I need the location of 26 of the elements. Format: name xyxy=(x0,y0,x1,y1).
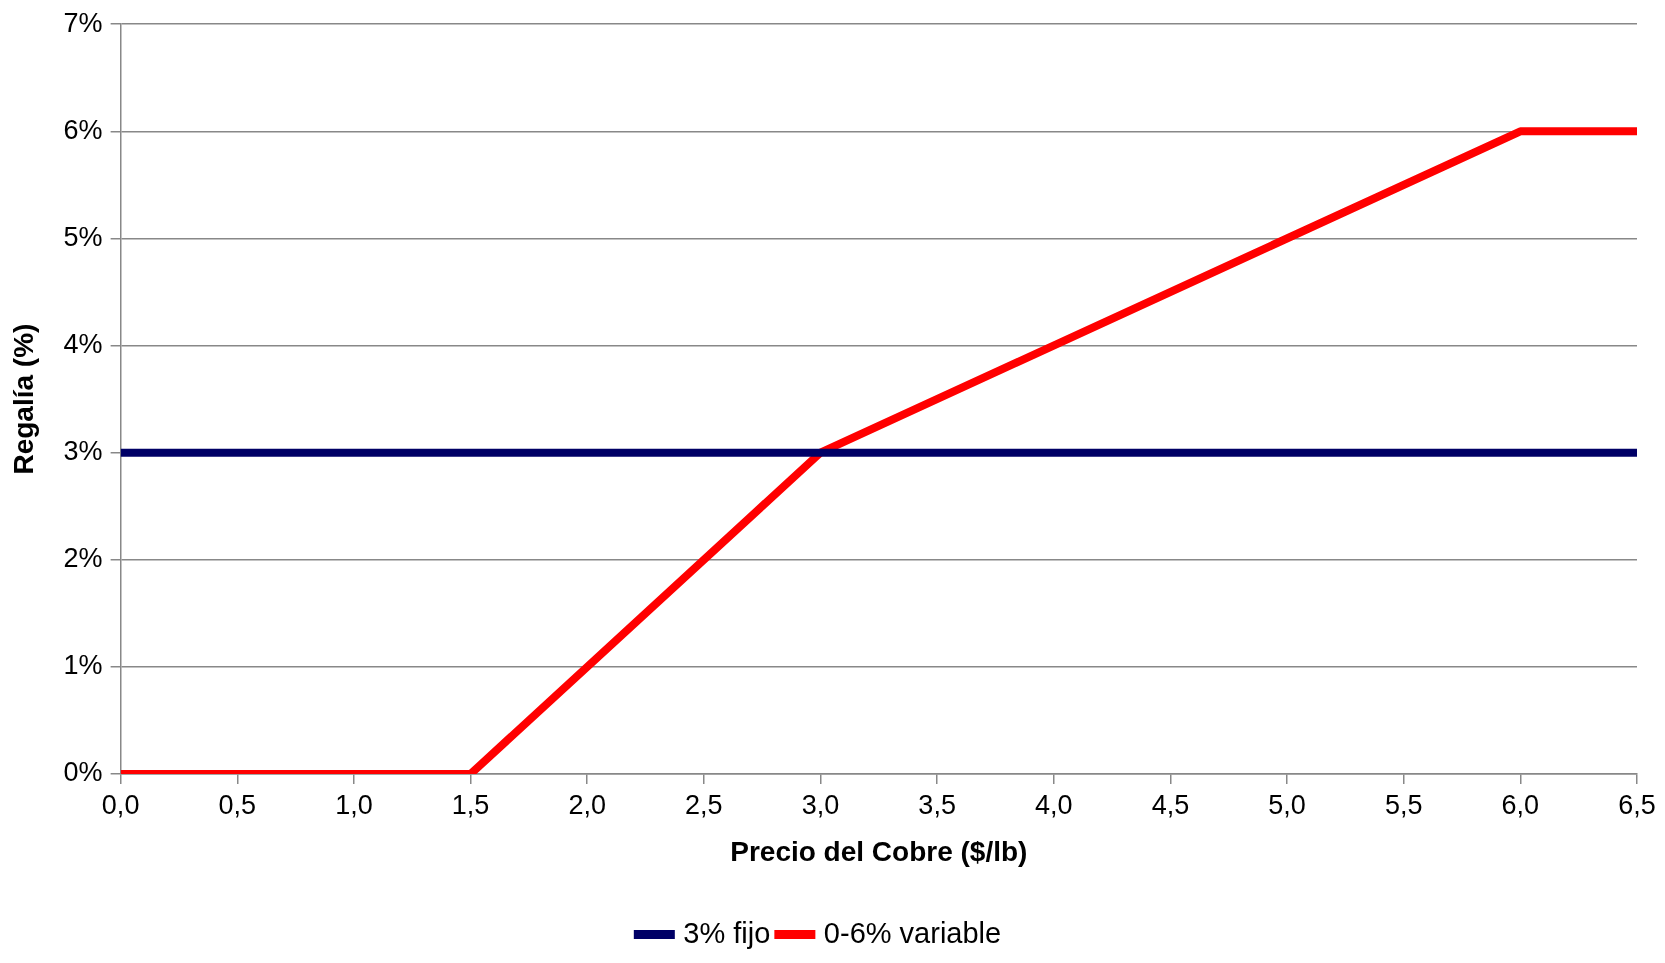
y-tick-label: 1% xyxy=(63,650,103,681)
y-axis-title: Regalía (%) xyxy=(7,323,39,475)
x-tick-label: 6,0 xyxy=(1501,789,1540,820)
y-tick-label: 0% xyxy=(63,757,103,788)
y-tick-label: 2% xyxy=(63,543,103,574)
y-tick-label: 3% xyxy=(63,436,103,467)
x-tick-label: 5,0 xyxy=(1268,789,1306,820)
x-tick-label: 1,0 xyxy=(335,789,373,820)
x-tick-label: 0,0 xyxy=(101,789,140,820)
y-tick-label: 4% xyxy=(63,329,103,359)
x-tick-label: 5,5 xyxy=(1384,789,1423,820)
x-tick-label: 6,5 xyxy=(1618,789,1656,820)
x-tick-label: 1,5 xyxy=(451,789,490,820)
y-tick-label: 6% xyxy=(63,114,103,145)
legend-label: 0-6% variable xyxy=(823,916,1002,949)
x-tick-label: 2,0 xyxy=(568,789,606,820)
x-tick-label: 3,5 xyxy=(918,789,956,820)
legend-label: 3% fijo xyxy=(683,916,771,949)
x-tick-label: 4,0 xyxy=(1035,789,1073,820)
y-tick-label: 7% xyxy=(63,7,103,38)
x-tick-label: 3,0 xyxy=(801,789,840,820)
x-tick-label: 2,5 xyxy=(685,789,723,820)
x-tick-label: 4,5 xyxy=(1151,789,1190,820)
x-tick-label: 0,5 xyxy=(218,789,257,820)
x-axis-title: Precio del Cobre ($/lb) xyxy=(730,835,1028,867)
y-tick-label: 5% xyxy=(63,221,103,252)
